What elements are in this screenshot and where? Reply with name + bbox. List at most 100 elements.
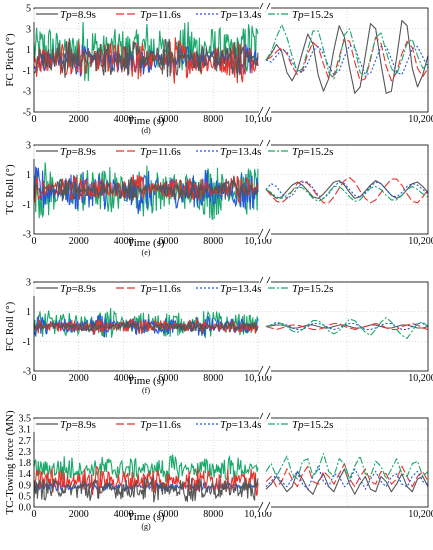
legend-background [31,419,317,432]
y-tick-label: -3 [23,230,31,241]
legend-entry: Tp=15.2s [292,283,333,295]
axis-break-gap [259,3,271,13]
x-tick-label: 10,200 [408,236,433,247]
x-tick-label: 4000 [114,373,134,384]
legend-entry: Tp=11.6s [140,283,181,295]
legend-entry: Tp=8.9s [60,9,96,21]
legend-entry-value: =13.4s [232,9,262,21]
x-tick-label: 4000 [114,236,134,247]
panel-caption: (d) [141,126,151,135]
legend-entry-value: =13.4s [232,146,262,158]
legend-entry-symbol: Tp [140,419,152,431]
x-tick-label: 0 [32,373,37,384]
axis-break-mark [257,106,264,118]
legend-background [31,9,317,22]
series-right-Tp-8-9s [265,468,429,495]
axis-break-gap [259,140,271,150]
x-tick-label: 10,100 [244,236,272,247]
legend-background [31,283,317,296]
legend-entry: Tp=11.6s [140,9,181,21]
x-axis-label: Time (s) [127,511,165,523]
legend-entry: Tp=8.9s [60,419,96,431]
axis-break-gap [259,229,271,239]
series-left-Tp-11-6s [33,465,259,496]
x-tick-label: 0 [32,236,37,247]
y-tick-label: 3.1 [19,425,32,436]
series-right-Tp-13-4s [265,181,429,199]
y-tick-label: 3 [26,278,31,289]
x-tick-label: 10,200 [408,509,433,520]
legend: Tp=8.9s Tp=11.6s Tp=13.4s Tp=15.2s [31,419,333,432]
y-tick-label: -3 [23,367,31,378]
legend-entry-value: =8.9s [72,419,96,431]
axis-break-mark [264,106,271,118]
legend-entry-value: =11.6s [152,9,181,21]
x-tick-label: 2000 [69,373,89,384]
legend-entry: Tp=15.2s [292,9,333,21]
legend-entry-symbol: Tp [220,146,232,158]
legend-entry-value: =8.9s [72,283,96,295]
y-tick-label: 0.5 [19,491,32,502]
series-left-Tp-8-9s [33,176,259,202]
legend-entry-symbol: Tp [60,283,72,295]
x-tick-label: 0 [32,114,37,125]
y-axis-label: FC Roll (°) [4,301,16,351]
series-left-Tp-13-4s [33,314,259,338]
panel-g: 0.00.50.91.41.82.32.73.13.5 0 2000 4000 6000… [4,410,433,531]
y-tick-label: 1.4 [19,469,32,480]
axis-break-mark [264,228,271,240]
legend-entry: Tp=13.4s [220,419,261,431]
legend-entry-symbol: Tp [140,9,152,21]
legend-entry: Tp=11.6s [140,419,181,431]
legend-entry-symbol: Tp [292,146,304,158]
series-right-Tp-11-6s [265,322,429,331]
legend-entry-symbol: Tp [60,419,72,431]
legend-entry-value: =15.2s [304,283,334,295]
x-tick-label: 4000 [114,114,134,125]
series-right-Tp-13-4s [265,465,429,490]
legend-entry-symbol: Tp [220,9,232,21]
legend-entry-symbol: Tp [140,283,152,295]
y-tick-label: 3 [26,141,31,152]
y-axis-label: TC Roll (°) [4,164,16,215]
y-tick-label: 1.8 [19,458,32,469]
x-tick-label: 2000 [69,236,89,247]
legend-entry-symbol: Tp [60,146,72,158]
x-tick-label: 8000 [203,509,223,520]
legend-entry-value: =8.9s [72,9,96,21]
x-tick-label: 4000 [114,509,134,520]
legend-entry: Tp=13.4s [220,9,261,21]
legend-entry: Tp=15.2s [292,146,333,158]
x-tick-label: 6000 [158,114,178,125]
legend-background [31,146,317,159]
legend-entry-value: =11.6s [152,419,181,431]
legend-entry-value: =15.2s [304,9,334,21]
series-left-Tp-8-9s [33,38,259,79]
legend-entry-symbol: Tp [220,419,232,431]
y-tick-label: -5 [23,108,31,119]
legend: Tp=8.9s Tp=11.6s Tp=13.4s Tp=15.2s [31,146,333,159]
y-tick-label: 3 [26,24,31,35]
legend-entry: Tp=8.9s [60,283,96,295]
panel-caption: (f) [142,386,150,395]
x-axis-label: Time (s) [127,375,165,387]
x-tick-label: 10,200 [408,373,433,384]
y-tick-label: 0.0 [19,503,32,514]
legend-entry: Tp=8.9s [60,146,96,158]
legend-entry-symbol: Tp [292,283,304,295]
plot-frame [33,281,429,372]
series-right-Tp-15-2s [265,24,429,80]
axis-break-mark [257,365,264,377]
y-tick-label: -1 [23,66,31,77]
y-tick-label: 1 [26,170,31,181]
axis-break-mark [257,228,264,240]
axis-break-gap [259,413,271,423]
series-right-Tp-13-4s [265,44,429,76]
y-tick-label: 5 [26,4,31,15]
y-tick-label: 0.9 [19,480,32,491]
x-tick-label: 6000 [158,236,178,247]
legend-entry: Tp=13.4s [220,146,261,158]
series-left-Tp-8-9s [33,319,259,334]
